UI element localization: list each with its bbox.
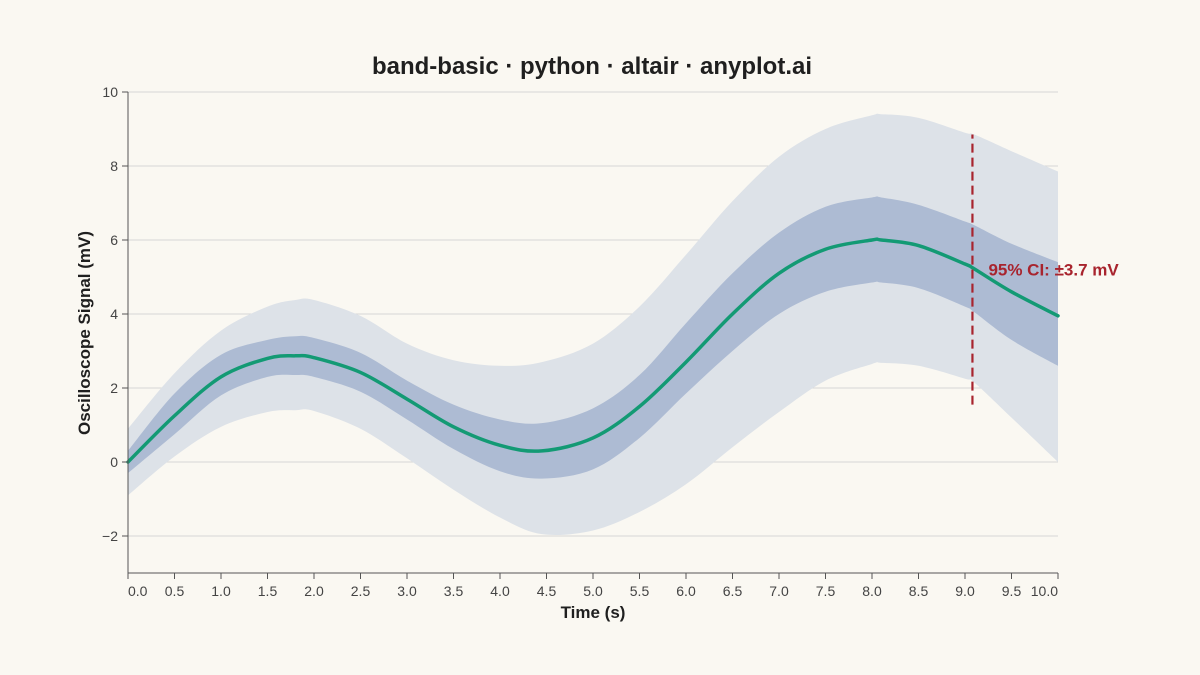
bands: [128, 113, 1058, 536]
x-tick-label: 8.5: [909, 583, 929, 599]
x-tick-label: 7.0: [769, 583, 789, 599]
x-tick-label: 2.0: [304, 583, 324, 599]
x-tick-label: 0.5: [165, 583, 185, 599]
x-tick-label: 3.0: [397, 583, 417, 599]
y-tick-label: 0: [110, 454, 118, 470]
x-tick-label: 6.0: [676, 583, 696, 599]
mean-line: [126, 237, 1060, 464]
x-tick-label: 3.5: [444, 583, 464, 599]
annotation-label: 95% CI: ±3.7 mV: [988, 261, 1119, 280]
annotation-group: 95% CI: ±3.7 mV: [971, 134, 1119, 405]
x-tick-label: 5.0: [583, 583, 603, 599]
y-tick-label: 10: [102, 84, 118, 100]
y-tick-label: 2: [110, 380, 118, 396]
y-tick-label: 6: [110, 232, 118, 248]
y-axis-title: Oscilloscope Signal (mV): [75, 231, 94, 435]
x-tick-label: 5.5: [630, 583, 650, 599]
x-tick-label: 0.0: [128, 583, 148, 599]
x-tick-label: 8.0: [862, 583, 882, 599]
inner-confidence-band: [128, 196, 1058, 479]
axes: −2 0 2 4 6 8 10 0.0 0.5 1.0 1.5 2.0 2.5 3.0 3.5 4.0 4.5 5…: [102, 84, 1059, 599]
x-axis-title: Time (s): [561, 603, 626, 622]
x-tick-label: 2.5: [351, 583, 371, 599]
chart-title: band-basic · python · altair · anyplot.a…: [372, 53, 812, 80]
y-tick-label: 8: [110, 158, 118, 174]
y-tick-label: 4: [110, 306, 118, 322]
mean-line-group: [126, 237, 1060, 464]
y-tick-label: −2: [102, 528, 118, 544]
outer-confidence-band: [128, 113, 1058, 536]
x-tick-label: 7.5: [816, 583, 836, 599]
x-tick-label: 1.0: [211, 583, 231, 599]
x-tick-label: 9.0: [955, 583, 975, 599]
x-tick-label: 4.0: [490, 583, 510, 599]
x-tick-label: 1.5: [258, 583, 278, 599]
x-tick-label: 4.5: [537, 583, 557, 599]
x-tick-label: 9.5: [1002, 583, 1022, 599]
x-tick-label: 6.5: [723, 583, 743, 599]
x-tick-label: 10.0: [1031, 583, 1058, 599]
